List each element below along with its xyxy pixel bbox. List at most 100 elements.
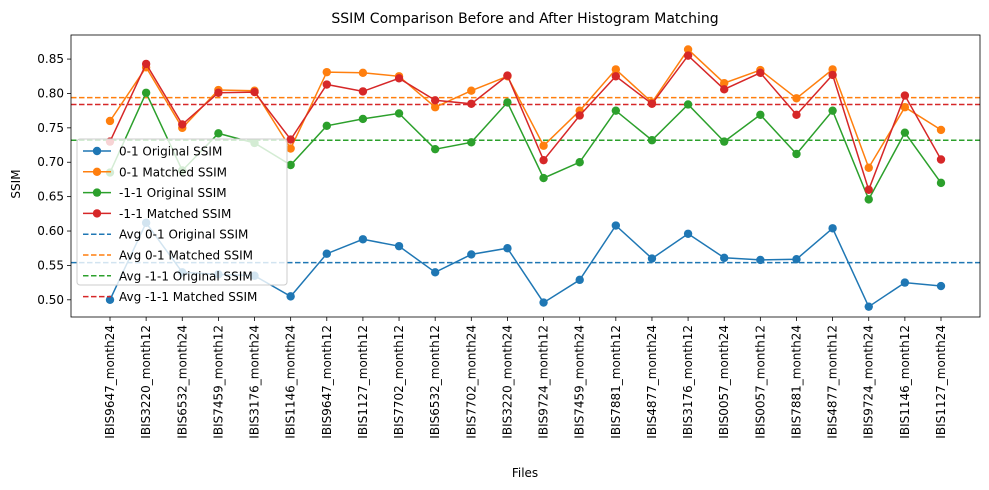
series-1-point	[720, 253, 729, 263]
series-3-point	[864, 195, 873, 204]
series-4-point	[575, 111, 584, 120]
x-tick-label: IBIS7459_month12	[211, 325, 225, 439]
series-4-point	[141, 59, 151, 69]
y-tick-label: 0.70	[37, 155, 64, 169]
x-tick-label: IBIS9724_month24	[862, 325, 876, 439]
x-tick-label: IBIS9724_month12	[537, 325, 551, 439]
series-1-point	[358, 235, 368, 244]
series-4-point	[611, 72, 621, 81]
x-tick-label: IBIS7702_month24	[464, 325, 478, 439]
y-tick-label: 0.65	[37, 190, 64, 204]
series-2-point	[322, 67, 331, 77]
x-axis-label: Files	[512, 466, 538, 480]
series-2-point	[358, 68, 368, 78]
series-3-point	[575, 158, 584, 167]
series-1-point	[430, 268, 440, 277]
series-3-point	[720, 137, 729, 146]
y-axis-label: SSIM	[9, 169, 23, 198]
x-tick-label: IBIS6532_month12	[428, 325, 442, 439]
series-1-point	[575, 275, 584, 285]
series-line-2	[109, 48, 942, 170]
series-3-point	[539, 173, 548, 183]
series-3-point	[936, 178, 946, 188]
y-tick-label: 0.50	[37, 293, 64, 307]
y-tick-label: 0.85	[37, 52, 64, 66]
series-1-point	[394, 241, 404, 251]
legend-label: Avg 0-1 Original SSIM	[119, 228, 248, 242]
series-3-point	[358, 114, 368, 124]
legend-label: -1-1 Original SSIM	[119, 186, 227, 200]
series-4-point	[322, 80, 331, 89]
legend-marker	[92, 209, 102, 218]
x-tick-label: IBIS1146_month24	[284, 325, 298, 439]
legend-label: -1-1 Matched SSIM	[119, 207, 231, 221]
y-tick-label: 0.80	[37, 86, 64, 100]
series-4-point	[936, 155, 946, 164]
series-4-point	[467, 99, 476, 108]
x-tick-label: IBIS7881_month24	[789, 325, 803, 439]
series-1-point	[503, 244, 512, 253]
series-2-point	[792, 94, 801, 103]
series-line-4	[109, 54, 942, 193]
series-2-point	[430, 103, 440, 112]
x-tick-label: IBIS4877_month12	[826, 325, 840, 439]
x-tick-label: IBIS4877_month24	[645, 325, 659, 439]
series-2-point	[683, 45, 693, 54]
series-3-point	[611, 106, 621, 115]
series-1-point	[756, 255, 765, 265]
series-4-point	[756, 68, 765, 78]
series-1-point	[792, 255, 801, 264]
series-4-point	[539, 155, 548, 165]
series-2-point	[864, 163, 873, 172]
series-2-point	[105, 116, 115, 126]
y-tick-label: 0.55	[37, 258, 64, 272]
series-4-point	[900, 91, 910, 100]
series-4-point	[720, 85, 729, 94]
series-2-point	[936, 125, 946, 135]
axes-frame	[70, 34, 981, 318]
series-4-point	[647, 99, 657, 108]
series-3-point	[322, 121, 331, 130]
series-1-point	[322, 249, 331, 258]
series-2-point	[900, 103, 910, 112]
series-1-point	[864, 302, 873, 311]
series-1-point	[611, 221, 621, 230]
series-3-point	[647, 136, 657, 145]
series-3-point	[756, 110, 765, 119]
x-tick-label: IBIS0057_month12	[753, 325, 767, 439]
legend-marker	[92, 188, 102, 197]
x-tick-label: IBIS9647_month12	[320, 325, 334, 439]
series-1-point	[683, 229, 693, 238]
series-1-point	[900, 278, 910, 287]
chart-title: SSIM Comparison Before and After Histogr…	[331, 11, 718, 27]
x-tick-label: IBIS1127_month24	[934, 325, 948, 439]
series-1-point	[467, 250, 476, 259]
series-3-point	[394, 109, 404, 118]
series-4-point	[250, 87, 259, 97]
series-4-point	[178, 120, 187, 129]
series-3-point	[430, 144, 440, 154]
series-3-point	[828, 106, 837, 115]
series-4-point	[214, 88, 223, 97]
series-4-point	[503, 71, 512, 80]
series-3-point	[792, 149, 801, 159]
legend-marker	[92, 146, 102, 156]
x-tick-label: IBIS3176_month24	[248, 325, 262, 439]
x-tick-label: IBIS6532_month24	[175, 325, 189, 439]
series-1-point	[828, 224, 837, 233]
series-3-point	[214, 129, 223, 138]
x-tick-label: IBIS7881_month12	[609, 325, 623, 439]
series-3-point	[900, 128, 910, 137]
legend-box	[76, 138, 288, 286]
legend-label: Avg 0-1 Matched SSIM	[119, 249, 253, 263]
series-4-point	[358, 87, 368, 96]
x-tick-label: IBIS1146_month12	[898, 325, 912, 439]
series-4-point	[286, 135, 295, 144]
series-2-point	[286, 144, 295, 153]
series-1-point	[539, 298, 548, 307]
series-4-point	[683, 51, 693, 60]
legend-label: Avg -1-1 Matched SSIM	[119, 290, 257, 304]
series-1-point	[105, 295, 115, 305]
y-tick-label: 0.75	[37, 121, 64, 135]
